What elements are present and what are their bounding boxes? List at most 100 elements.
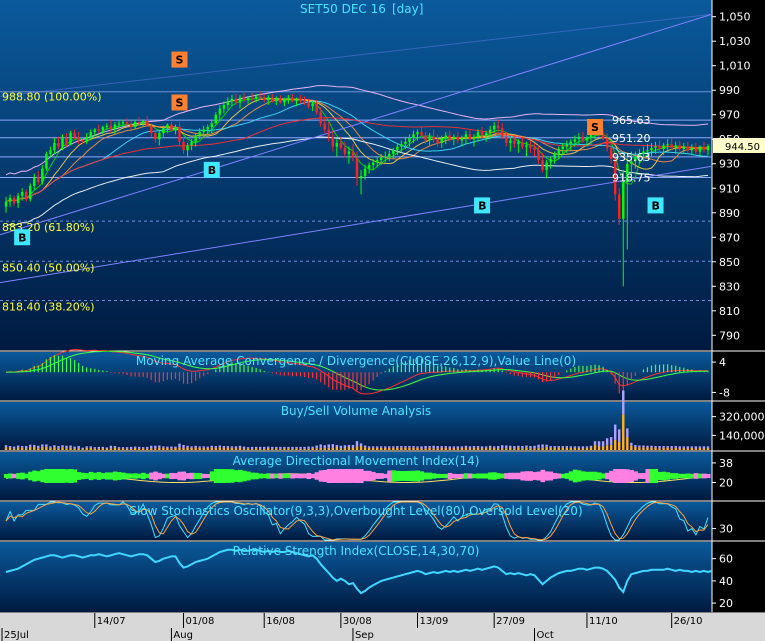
volume-buy-bar (271, 448, 274, 450)
volume-buy-bar (146, 448, 149, 450)
volume-sell-bar (263, 446, 266, 449)
volume-buy-bar (210, 447, 213, 450)
volume-sell-bar (404, 446, 407, 448)
candle-body (694, 147, 698, 152)
volume-sell-bar (57, 446, 60, 449)
candle-body (339, 142, 343, 148)
adx-area-slice (72, 469, 78, 483)
volume-buy-bar (246, 448, 250, 450)
moving-average-4 (5, 117, 709, 203)
volume-buy-bar (238, 447, 242, 450)
volume-buy-bar (396, 447, 399, 450)
volume-buy-bar (335, 446, 339, 450)
adx-area-slice (209, 471, 215, 481)
adx-area-slice (145, 473, 150, 479)
adx-area-slice (617, 469, 622, 483)
volume-sell-bar (589, 445, 593, 448)
volume-sell-bar (573, 446, 577, 448)
candle-body (230, 98, 234, 102)
candle-body (93, 129, 96, 132)
candle-body (359, 176, 363, 179)
volume-buy-bar (605, 445, 609, 450)
volume-buy-bar (561, 447, 564, 450)
volume-sell-bar (424, 446, 427, 449)
volume-buy-bar (20, 447, 24, 450)
buy-signal-marker (474, 197, 491, 214)
candle-body (589, 133, 593, 139)
date-label: 14/07 (97, 616, 126, 627)
adx-area-slice (229, 469, 235, 483)
volume-sell-bar (307, 446, 310, 449)
volume-sell-bar (509, 445, 512, 448)
volume-sell-bar (472, 446, 476, 448)
candle-body (581, 136, 585, 141)
volume-buy-bar (69, 447, 72, 450)
adx-area-slice (625, 469, 630, 483)
volume-buy-bar (4, 447, 8, 450)
adx-area-slice (80, 472, 86, 480)
candle-body (609, 147, 613, 159)
volume-buy-bar (525, 447, 528, 450)
candle-body (109, 125, 113, 130)
volume-sell-bar (315, 445, 318, 449)
candle-body (101, 126, 105, 131)
volume-buy-bar (186, 447, 189, 450)
adx-area-slice (318, 470, 324, 482)
adx-area-slice (359, 469, 364, 483)
date-axis-background (0, 613, 712, 641)
volume-sell-bar (210, 445, 213, 448)
adx-area-slice (346, 469, 352, 483)
candle-body (8, 198, 12, 202)
volume-sell-bar (254, 446, 258, 449)
volume-buy-bar (702, 448, 706, 450)
volume-buy-bar (706, 447, 710, 450)
volume-sell-bar (702, 446, 706, 449)
candle-body (202, 129, 205, 132)
volume-buy-bar (258, 448, 262, 450)
adx-area-slice (391, 470, 396, 482)
sub-y-tick-label: -8 (719, 386, 730, 399)
volume-sell-bar (85, 446, 88, 448)
adx-area-slice (169, 472, 174, 480)
candle-body (577, 136, 581, 140)
volume-buy-bar (694, 448, 698, 450)
volume-sell-bar (45, 444, 48, 447)
volume-sell-bar (295, 446, 298, 449)
adx-area-slice (588, 471, 594, 481)
adx-area-slice (201, 473, 207, 479)
volume-sell-bar (557, 446, 560, 448)
candle-body (682, 146, 685, 150)
candle-body (238, 97, 242, 103)
adx-area-slice (661, 471, 667, 481)
volume-sell-bar (65, 445, 68, 449)
volume-sell-bar (432, 445, 435, 449)
volume-sell-bar (267, 446, 270, 448)
volume-buy-bar (674, 447, 677, 450)
adx-area-slice (427, 472, 433, 480)
y-tick-label: 870 (719, 231, 740, 244)
adx-area-slice (96, 472, 102, 480)
y-tick-label: 790 (719, 329, 740, 342)
volume-sell-bar (141, 447, 145, 449)
date-label: 27/09 (496, 616, 525, 627)
candle-body (347, 151, 351, 154)
adx-area-slice (471, 473, 477, 479)
volume-buy-bar (150, 448, 153, 450)
volume-sell-bar (525, 445, 528, 448)
signal-letter: S (175, 96, 183, 109)
volume-sell-bar (29, 444, 32, 447)
candle-body (468, 134, 472, 140)
candle-body (263, 97, 266, 101)
candle-body (198, 131, 201, 136)
adx-area-slice (189, 472, 195, 480)
volume-sell-bar (638, 445, 641, 448)
volume-sell-bar (678, 446, 681, 449)
volume-buy-bar (250, 448, 254, 450)
candle-body (537, 150, 540, 161)
candle-body (77, 136, 80, 141)
volume-buy-bar (77, 448, 80, 450)
moving-average-5 (5, 136, 709, 227)
adx-area-slice (100, 473, 106, 479)
